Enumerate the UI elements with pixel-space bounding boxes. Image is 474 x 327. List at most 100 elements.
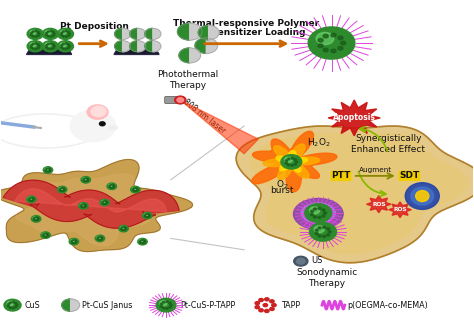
Circle shape: [35, 36, 37, 37]
Circle shape: [33, 199, 34, 200]
Circle shape: [314, 226, 324, 233]
Circle shape: [281, 155, 302, 169]
Circle shape: [81, 177, 91, 183]
Circle shape: [328, 231, 331, 233]
Circle shape: [87, 178, 88, 179]
Wedge shape: [138, 28, 146, 40]
Circle shape: [68, 31, 69, 33]
Circle shape: [45, 30, 51, 34]
Circle shape: [46, 32, 47, 34]
Polygon shape: [3, 180, 179, 228]
Circle shape: [106, 201, 107, 202]
Circle shape: [97, 236, 100, 239]
Circle shape: [318, 227, 321, 229]
Circle shape: [70, 111, 116, 142]
Circle shape: [121, 229, 122, 230]
Circle shape: [59, 187, 63, 190]
Circle shape: [9, 307, 11, 308]
Circle shape: [35, 48, 37, 50]
Ellipse shape: [405, 183, 439, 209]
Ellipse shape: [411, 187, 434, 205]
Circle shape: [98, 239, 99, 240]
Circle shape: [63, 31, 64, 32]
Wedge shape: [209, 26, 219, 40]
Circle shape: [331, 33, 336, 37]
Circle shape: [28, 198, 30, 199]
Circle shape: [294, 164, 296, 165]
Circle shape: [75, 242, 76, 243]
Circle shape: [38, 218, 39, 219]
Circle shape: [65, 43, 67, 44]
Circle shape: [331, 49, 336, 53]
Circle shape: [27, 28, 43, 40]
Text: Photothermal
Therapy: Photothermal Therapy: [157, 70, 218, 90]
Text: US: US: [311, 256, 323, 265]
Wedge shape: [206, 38, 218, 53]
Circle shape: [138, 238, 147, 245]
Circle shape: [122, 230, 123, 231]
Text: Pt-CuS Janus: Pt-CuS Janus: [82, 301, 133, 310]
Circle shape: [84, 178, 85, 179]
Circle shape: [294, 159, 296, 160]
Circle shape: [305, 204, 332, 222]
Circle shape: [148, 214, 149, 215]
Wedge shape: [123, 28, 131, 40]
Circle shape: [47, 48, 49, 49]
Circle shape: [137, 188, 138, 189]
Circle shape: [7, 301, 13, 306]
Circle shape: [53, 35, 55, 36]
Circle shape: [264, 298, 269, 301]
Polygon shape: [0, 160, 192, 251]
Circle shape: [100, 236, 101, 237]
Circle shape: [46, 45, 47, 46]
Circle shape: [140, 242, 141, 243]
Circle shape: [110, 184, 111, 185]
Text: SDT: SDT: [400, 171, 419, 181]
Wedge shape: [115, 41, 123, 52]
Circle shape: [61, 45, 63, 46]
Circle shape: [46, 47, 47, 48]
Circle shape: [54, 33, 55, 35]
Wedge shape: [190, 48, 201, 63]
Polygon shape: [16, 174, 165, 246]
Circle shape: [323, 235, 326, 237]
Circle shape: [37, 35, 39, 36]
Circle shape: [101, 200, 105, 203]
Circle shape: [81, 205, 82, 206]
Circle shape: [114, 186, 115, 187]
Circle shape: [37, 47, 39, 49]
Circle shape: [83, 179, 84, 180]
Circle shape: [30, 45, 32, 46]
Circle shape: [31, 200, 32, 201]
Circle shape: [44, 233, 45, 234]
Circle shape: [30, 47, 32, 48]
Ellipse shape: [109, 126, 118, 129]
Circle shape: [72, 240, 73, 241]
Circle shape: [263, 303, 267, 307]
Circle shape: [31, 215, 41, 222]
Circle shape: [42, 41, 58, 52]
Circle shape: [27, 41, 43, 52]
Wedge shape: [115, 28, 123, 40]
Circle shape: [35, 217, 36, 218]
Circle shape: [163, 301, 165, 303]
Circle shape: [95, 235, 105, 242]
Circle shape: [125, 227, 126, 228]
Circle shape: [137, 189, 138, 190]
Circle shape: [141, 240, 142, 241]
Circle shape: [15, 306, 17, 308]
Circle shape: [106, 203, 107, 204]
Circle shape: [9, 302, 11, 303]
Wedge shape: [145, 41, 153, 52]
Ellipse shape: [0, 114, 98, 148]
Circle shape: [105, 200, 106, 201]
Circle shape: [45, 43, 51, 47]
Text: ROS: ROS: [393, 207, 407, 212]
Circle shape: [48, 168, 49, 169]
Ellipse shape: [293, 198, 343, 230]
Circle shape: [322, 209, 325, 211]
Circle shape: [109, 185, 110, 186]
Circle shape: [41, 232, 50, 238]
Polygon shape: [180, 100, 258, 154]
Circle shape: [45, 169, 46, 170]
